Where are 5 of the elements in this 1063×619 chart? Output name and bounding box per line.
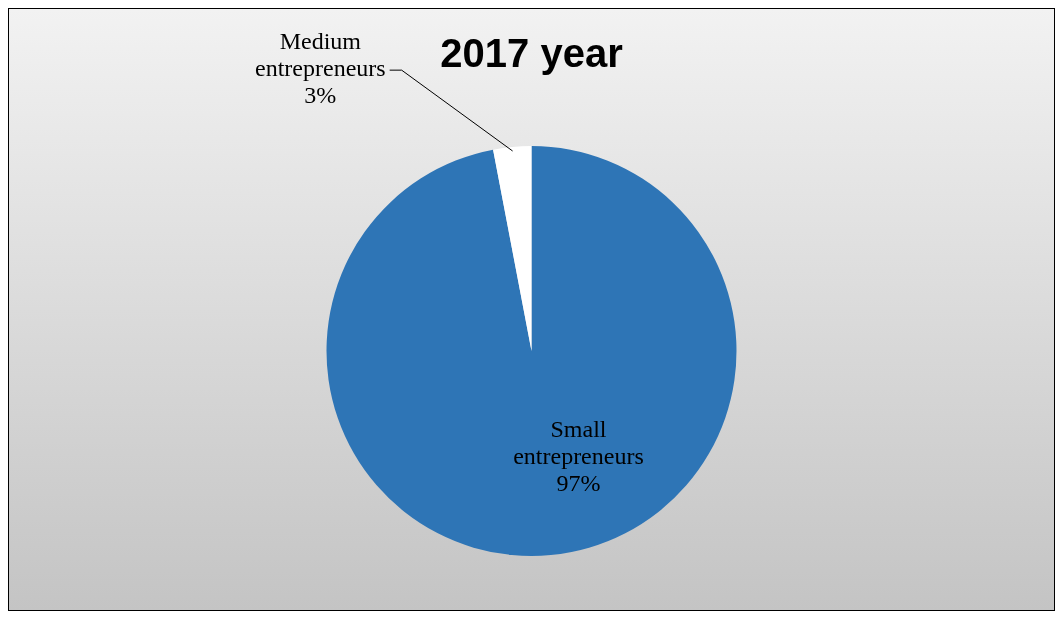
data-label: 3%: [304, 82, 337, 109]
data-label: 97%: [556, 469, 601, 496]
chart-title: 2017 year: [440, 31, 623, 76]
slice-label: Small entrepreneurs: [513, 415, 644, 469]
slice-label: Medium entrepreneurs: [255, 28, 386, 82]
